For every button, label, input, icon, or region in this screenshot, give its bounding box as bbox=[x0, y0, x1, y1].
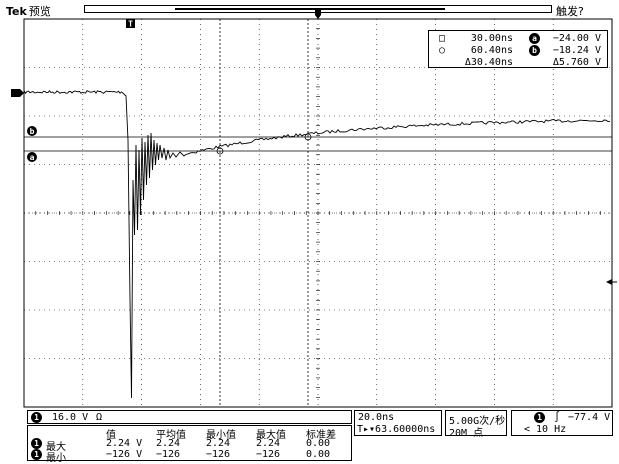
square-icon: □ bbox=[438, 33, 446, 44]
cursor-b-value: −18.24 V bbox=[552, 45, 601, 56]
cursor-a-icon: a bbox=[529, 33, 541, 45]
sample-rate: 5.00G次/秒 bbox=[449, 416, 506, 427]
cursor-delta-time: Δ30.40ns bbox=[464, 57, 513, 68]
channel-1-trace bbox=[23, 89, 611, 399]
cursor-readout-panel: □ 30.00ns a −24.00 V ○ 60.40ns b −18.24 … bbox=[428, 30, 608, 68]
row-max-chip: 1 bbox=[31, 438, 42, 450]
graticule-grid bbox=[23, 18, 613, 408]
circle-icon: ○ bbox=[438, 45, 446, 56]
cursor-b-marker bbox=[27, 126, 37, 136]
measurement-table: 值 平均值 最小值 最大值 标准差 1 最大 2.24 V 2.24 2.24 … bbox=[27, 425, 352, 464]
center-marker bbox=[315, 9, 321, 19]
row-max-min: 2.24 bbox=[206, 438, 231, 449]
header-min: 最小值 bbox=[206, 430, 236, 441]
cursor-b-marker-label: b bbox=[30, 127, 35, 136]
cursor-a-value: −24.00 V bbox=[552, 33, 601, 44]
trigger-status: 触发? bbox=[556, 5, 584, 18]
channel-coupling-icon: Ω bbox=[96, 412, 103, 423]
header-max: 最大值 bbox=[256, 430, 286, 441]
trigger-level-arrow bbox=[606, 279, 612, 285]
brand-name: Tek bbox=[6, 5, 27, 18]
trigger-offset: T▸▾63.60000ns bbox=[357, 424, 436, 435]
row-min-stddev: 0.00 bbox=[306, 449, 331, 460]
row-max-mean: 2.24 bbox=[156, 438, 181, 449]
row-min-mean: −126 bbox=[156, 449, 181, 460]
channel-1-chip: 1 bbox=[31, 412, 42, 423]
record-length: 20M 点 bbox=[449, 428, 484, 439]
row-min-min: −126 bbox=[206, 449, 231, 460]
trigger-position-label: T bbox=[128, 20, 133, 29]
acquisition-panel[interactable]: 5.00G次/秒 20M 点 bbox=[445, 410, 507, 439]
timebase-value: 20.0ns bbox=[358, 412, 395, 423]
row-min-chip: 1 bbox=[31, 449, 42, 461]
cursor-delta-value: Δ5.760 V bbox=[552, 57, 601, 68]
row-max-value: 2.24 V bbox=[106, 438, 143, 449]
trigger-position-marker bbox=[126, 19, 135, 28]
trigger-source-chip: 1 bbox=[534, 412, 545, 423]
channel-1-ground-marker bbox=[11, 89, 24, 97]
acquisition-mode: 预览 bbox=[28, 5, 51, 18]
channel-scale: 16.0 V bbox=[52, 412, 89, 423]
brand-label: Tek 预览 bbox=[6, 3, 51, 19]
cursor-a-marker-label: a bbox=[30, 153, 35, 162]
row-min-max: −126 bbox=[256, 449, 281, 460]
trigger-frequency: < 10 Hz bbox=[524, 424, 567, 435]
channel-settings-panel[interactable]: 1 16.0 V Ω bbox=[27, 410, 352, 424]
cursor-a-marker bbox=[27, 152, 37, 162]
row-max-stddev: 0.00 bbox=[306, 438, 331, 449]
record-view-window bbox=[175, 8, 445, 10]
row-max-max: 2.24 bbox=[256, 438, 281, 449]
cursor-2-time: 60.40ns bbox=[470, 45, 513, 56]
cursor-a-point bbox=[216, 147, 224, 155]
trigger-level: −77.4 V bbox=[568, 412, 611, 423]
cursor-1-time: 30.00ns bbox=[470, 33, 513, 44]
cursor-b-icon: b bbox=[529, 45, 541, 57]
header-mean: 平均值 bbox=[156, 430, 186, 441]
row-min-label: 最小 bbox=[46, 453, 66, 464]
row-max-label: 最大 bbox=[46, 442, 66, 453]
trigger-panel[interactable]: 1 ∫ −77.4 V < 10 Hz bbox=[511, 410, 613, 436]
header-stddev: 标准差 bbox=[306, 430, 336, 441]
timebase-panel[interactable]: 20.0ns T▸▾63.60000ns bbox=[354, 410, 442, 436]
rising-edge-icon: ∫ bbox=[554, 412, 561, 423]
header-value: 值 bbox=[106, 430, 116, 441]
cursor-b-point bbox=[304, 133, 312, 141]
row-min-value: −126 V bbox=[106, 449, 143, 460]
